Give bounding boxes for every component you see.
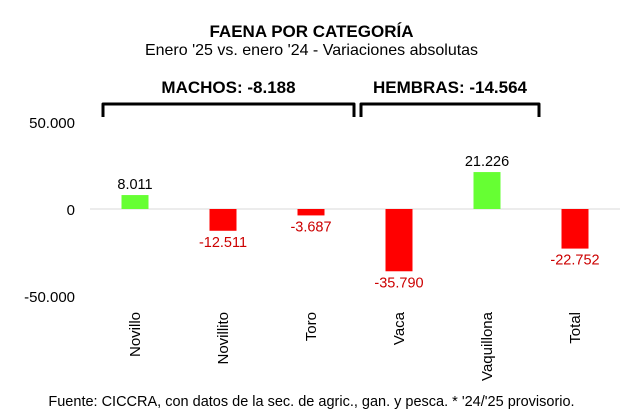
x-tick-label: Novillo [127,312,144,357]
x-tick-label: Vaquillona [479,311,496,381]
data-label: -3.687 [290,219,331,235]
chart-subtitle: Enero '25 vs. enero '24 - Variaciones ab… [144,42,479,59]
data-label: 8.011 [117,177,152,193]
bar-vaquillona [473,172,501,209]
source-note: Fuente: CICCRA, con datos de la sec. de … [48,394,575,410]
data-label: -12.511 [199,235,247,251]
bar-vaca [385,209,413,272]
y-tick-label: -50.000 [24,289,75,306]
bar-toro [297,209,325,216]
x-tick-label: Total [567,312,584,344]
x-tick-label: Vaca [391,311,408,345]
group-bracket [359,102,541,117]
y-tick-label: 50.000 [29,115,75,132]
chart-title: FAENA POR CATEGORÍA [209,22,414,41]
data-label: -22.752 [550,253,599,269]
x-tick-label: Novillito [215,312,232,365]
bar-novillo [121,195,149,209]
bar-total [561,209,589,249]
group-label: HEMBRAS: -14.564 [373,78,528,97]
bar-novillito [209,209,237,231]
group-bracket [101,102,356,117]
y-tick-label: 0 [67,202,75,219]
group-label: MACHOS: -8.188 [161,78,295,97]
data-label: -35.790 [374,275,423,291]
x-tick-label: Toro [303,312,320,341]
data-label: 21.226 [465,154,509,170]
